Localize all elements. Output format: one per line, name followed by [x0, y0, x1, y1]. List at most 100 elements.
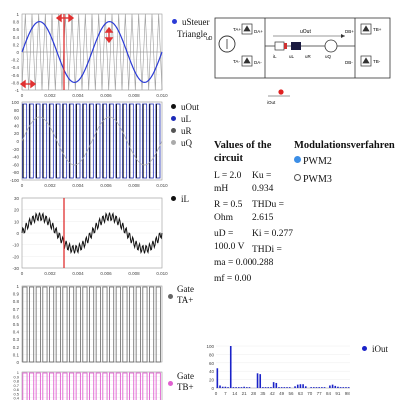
gate-ta-pulse	[122, 286, 128, 363]
gate-ta-pulse	[22, 286, 28, 363]
spectrum-bar	[272, 382, 275, 388]
voltage-pulse	[88, 103, 94, 179]
legend-label: iOut	[372, 344, 389, 354]
spectrum-bar	[288, 387, 291, 388]
label-db-minus: DB-	[345, 60, 353, 65]
usteuer-series	[21, 20, 163, 84]
chart5-plot-area	[21, 371, 163, 400]
chart2-x-axis: 0 0.002 0.004 0.006 0.008 0.010	[21, 183, 168, 188]
spectrum-y-axis: 100 80 60 40 20 0	[206, 344, 350, 391]
gate-ta-pulse	[149, 286, 155, 363]
x-tick-label: 28	[251, 391, 257, 396]
spectrum-bar	[229, 346, 232, 388]
value-resistance: R = 0.5 Ohm	[214, 200, 243, 223]
chart-current: 30 20 10 0 -10 -20 -30 0 0.002 0.004 0.006 0.008 0.…	[12, 196, 168, 276]
uout-dot-icon	[171, 104, 176, 109]
gate-ta-pulse	[129, 286, 135, 363]
spectrum-bar	[216, 368, 219, 388]
value-mf: mf = 0.00	[214, 274, 252, 284]
voltage-source-icon	[218, 35, 236, 53]
gate-ta-dot-icon	[168, 294, 173, 299]
chart-voltages: 100 80 60 40 20 0 -20 -40 -60 -80 -100 0 0.002 0.004…	[10, 100, 168, 188]
label-ul: uL	[289, 54, 295, 59]
y-tick-label: 0.9	[13, 374, 19, 379]
gate-tb-pulse	[22, 372, 28, 400]
spectrum-bar	[342, 387, 345, 388]
inductor-icon	[274, 41, 285, 51]
gate-ta-series	[22, 286, 161, 363]
voltage-pulse	[68, 103, 74, 179]
spectrum-bar	[286, 387, 288, 388]
voltage-pulse	[22, 103, 28, 179]
radio-pwm3[interactable]: PWM3	[294, 174, 332, 186]
gate-tb-pulse	[89, 372, 95, 400]
spectrum-bar	[331, 384, 334, 388]
spectrum-bar	[246, 387, 248, 388]
x-tick-label: 14	[232, 391, 238, 396]
gate-tb-pulse	[35, 372, 41, 400]
x-tick-label: 7	[224, 391, 227, 396]
y-tick-label: -0.4	[11, 65, 19, 70]
gate-tb-pulse	[95, 372, 101, 400]
cursor-handle-icon[interactable]	[55, 13, 75, 23]
y-tick-label: 1	[17, 370, 20, 375]
offset-handle-icon[interactable]	[19, 79, 37, 89]
circuit-frame	[214, 17, 391, 79]
y-tick-label: -20	[12, 254, 19, 259]
spectrum-bar	[310, 387, 312, 388]
radio-pwm2[interactable]: PWM2	[294, 156, 332, 168]
legend-item-ul: uL	[171, 114, 191, 125]
gate-tb-pulse	[149, 372, 155, 400]
x-tick-label: 84	[326, 391, 332, 396]
gate-tb-pulse	[102, 372, 108, 400]
legend-item-triangle: Triangle	[177, 29, 207, 40]
spectrum-bar	[235, 387, 237, 388]
x-tick-label: 63	[298, 391, 304, 396]
x-tick-label: 0.008	[128, 93, 140, 98]
y-tick-label: 0.6	[13, 27, 20, 32]
label-uq: uQ	[325, 54, 332, 59]
x-tick-label: 0.004	[72, 183, 84, 188]
spectrum-bar	[329, 385, 331, 388]
legend-item-ur: uR	[171, 126, 192, 137]
gate-ta-pulse	[42, 286, 48, 363]
values-title: Values of the circuit	[214, 140, 272, 164]
chart-gate-tb: 10.90.80.70.60.50.40.30.2	[13, 370, 163, 400]
gate-tb-series	[22, 372, 161, 400]
y-tick-label: 0.8	[13, 299, 20, 304]
voltage-pulse	[148, 103, 154, 179]
voltage-pulse	[95, 103, 101, 179]
record-dot-icon[interactable]	[278, 89, 284, 95]
y-tick-label: 0.5	[13, 322, 20, 327]
chart-spectrum: 100 80 60 40 20 0 0 7 14 21 28 35 42 49 56 63 70 77 84 91 9…	[206, 344, 351, 396]
chart4-y-axis: 1 0.9 0.8 0.7 0.6 0.5 0.4 0.3 0.2 0.1 0	[13, 284, 160, 365]
y-tick-label: 0.3	[13, 337, 20, 342]
y-tick-label: -40	[12, 155, 19, 160]
value-ma: ma = 0.00	[214, 258, 253, 268]
spectrum-bar	[248, 387, 251, 388]
x-tick-label: 98	[345, 391, 351, 396]
y-tick-label: -100	[10, 178, 20, 183]
chart-gate-ta: 1 0.9 0.8 0.7 0.6 0.5 0.4 0.3 0.2 0.1 0	[13, 284, 163, 365]
switch-tb-minus-icon	[360, 55, 372, 67]
y-tick-label: 60	[209, 361, 215, 366]
legend-item-iout: iOut	[362, 344, 388, 355]
voltage-pulse	[48, 103, 54, 179]
circuit-diagram: uD DA+ TA+ DA- TA- TB+ DB+ TB- DB- uOut …	[206, 17, 391, 105]
switch-ta-plus-icon	[241, 23, 253, 35]
value-thdu: THDu = 2.615	[252, 200, 285, 223]
gate-tb-pulse	[82, 372, 88, 400]
motor-icon	[324, 39, 338, 53]
legend-item-uq: uQ	[171, 138, 192, 149]
legend-label: uSteuer	[182, 17, 210, 27]
chart1-x-axis: 0 0.002 0.004 0.006 0.008 0.010	[21, 93, 168, 98]
amplitude-handle-icon[interactable]	[104, 26, 114, 44]
x-tick-label: 21	[242, 391, 248, 396]
voltage-pulse	[75, 103, 81, 179]
gate-tb-pulse	[135, 372, 141, 400]
voltage-pulse	[128, 103, 134, 179]
voltage-pulse	[102, 103, 108, 179]
y-tick-label: 0.7	[13, 307, 20, 312]
y-tick-label: 40	[209, 369, 215, 374]
y-tick-label: 0	[16, 231, 19, 236]
